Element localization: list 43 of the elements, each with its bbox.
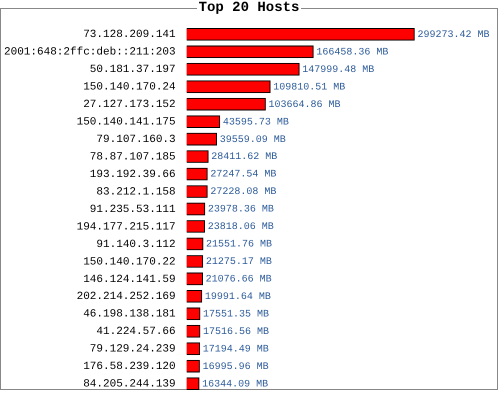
y-tick-label: 150.140.141.175 [76, 116, 176, 129]
data-label: 23818.06 MB [208, 222, 274, 234]
data-label: 147999.48 MB [302, 64, 374, 76]
data-label: 23978.36 MB [208, 204, 274, 216]
y-tick-label: 73.128.209.141 [83, 29, 176, 42]
data-label: 16995.96 MB [202, 362, 269, 373]
y-tick-label: 176.58.239.120 [83, 361, 176, 374]
y-tick-label: 146.124.141.59 [83, 274, 176, 286]
y-tick-label: 50.181.37.197 [90, 64, 176, 76]
y-tick-label: 78.87.107.185 [90, 152, 176, 164]
y-tick-label: 41.224.57.66 [96, 326, 176, 338]
data-label: 43595.73 MB [222, 117, 289, 128]
y-tick-label: 27.127.173.152 [83, 99, 176, 112]
data-label: 27247.54 MB [210, 170, 276, 181]
y-tick-label: 193.192.39.66 [90, 168, 176, 181]
data-label: 17516.56 MB [202, 326, 269, 338]
data-label: 17551.35 MB [202, 309, 270, 320]
y-tick-label: 150.140.170.24 [83, 82, 176, 94]
data-label: 27228.08 MB [210, 187, 276, 198]
y-tick-label: 150.140.170.22 [83, 256, 176, 268]
data-label: 39559.09 MB [220, 134, 286, 146]
y-tick-label: 79.107.160.3 [96, 134, 176, 146]
y-tick-label: 79.129.24.239 [90, 344, 176, 356]
y-tick-label: 83.212.1.158 [96, 186, 176, 198]
chart-title: Top 20 Hosts [198, 0, 300, 16]
y-tick-label: 194.177.215.117 [76, 221, 176, 234]
data-label: 16344.09 MB [202, 379, 268, 390]
y-tick-label: 91.140.3.112 [96, 238, 176, 251]
data-label: 109810.51 MB [273, 82, 346, 94]
data-label: 21275.17 MB [206, 257, 272, 268]
y-tick-label: 2001:648:2ffc:deb::211:203 [4, 46, 176, 59]
data-label: 103664.86 MB [268, 100, 341, 111]
y-tick-label: 84.205.244.139 [83, 378, 176, 391]
data-label: 21076.66 MB [206, 274, 272, 286]
data-label: 17194.49 MB [202, 344, 269, 356]
y-tick-label: 46.198.138.181 [83, 308, 176, 321]
data-label: 19991.64 MB [204, 292, 271, 303]
y-tick-label: 91.235.53.111 [90, 204, 176, 216]
data-label: 166458.36 MB [316, 47, 388, 58]
data-label: 28411.62 MB [211, 152, 278, 164]
data-label: 21551.76 MB [206, 240, 272, 251]
data-label: 299273.42 MB [417, 30, 490, 41]
y-tick-label: 202.214.252.169 [76, 291, 176, 304]
